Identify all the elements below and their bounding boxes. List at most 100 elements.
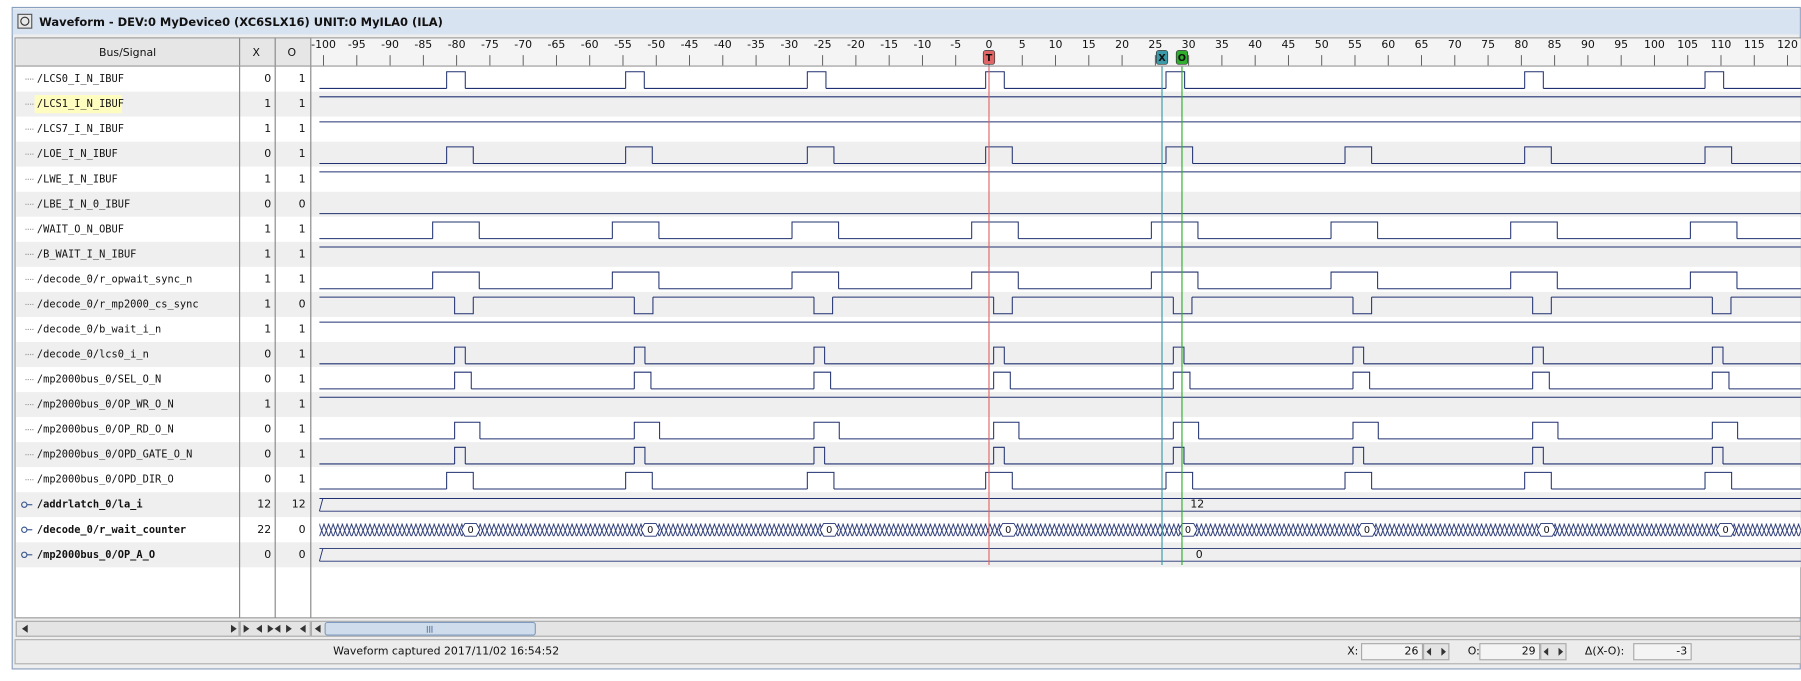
o-spinner-arrows[interactable]: [1543, 647, 1564, 656]
x-spinner[interactable]: [1423, 643, 1450, 661]
pulse: [971, 271, 1019, 289]
o-field[interactable]: [1479, 643, 1541, 661]
row-background: [16, 492, 1801, 518]
pulse: [446, 471, 474, 489]
o-value: 1: [299, 122, 306, 135]
pulse: [813, 446, 826, 464]
column-header: [16, 38, 311, 67]
x-value: 1: [264, 322, 271, 335]
scroll-left[interactable]: [21, 624, 28, 633]
cursor-marker[interactable]: [1175, 50, 1189, 65]
delta-label: Δ(X-O):: [1585, 645, 1624, 658]
bus-segment: [460, 523, 481, 537]
time-tick-label: 60: [1381, 38, 1395, 51]
pulse: [813, 371, 832, 389]
pulse: [993, 446, 1005, 464]
time-tick-label: 45: [1282, 38, 1296, 51]
time-tick-label: 80: [1514, 38, 1528, 51]
pulse: [1532, 346, 1544, 364]
scroll-right[interactable]: [230, 624, 237, 633]
time-tick-label: 5: [1019, 38, 1026, 51]
o-value: 0: [299, 197, 306, 210]
pulse: [1524, 471, 1552, 489]
x-value: 1: [264, 122, 271, 135]
bus-value-bg: [1188, 499, 1207, 511]
cursor-label: X: [1158, 53, 1166, 64]
x-field[interactable]: [1361, 643, 1424, 661]
pulse: [454, 421, 481, 439]
header-o: O: [288, 46, 297, 59]
window-icon-glyph: [20, 16, 30, 26]
bus-value: 0: [647, 525, 653, 536]
pulse: [1172, 297, 1193, 315]
bus-value: 0: [1005, 525, 1011, 536]
cursor-marker[interactable]: [1155, 50, 1169, 65]
time-tick-label: -85: [414, 38, 432, 51]
time-tick-label: 0: [986, 38, 993, 51]
time-tick-label: -50: [647, 38, 665, 51]
pulse: [432, 271, 480, 289]
pulse: [1344, 471, 1373, 489]
bus-segment: [640, 523, 660, 537]
signal-name: /LOE_I_N_IBUF: [37, 148, 118, 160]
o-value: 1: [299, 222, 306, 235]
x-spinner-arrows[interactable]: [1426, 647, 1446, 656]
pulse: [1704, 71, 1725, 89]
wave-scroll-left[interactable]: [314, 624, 321, 633]
time-tick-label: 55: [1348, 38, 1362, 51]
pulse: [1172, 446, 1185, 464]
pulse: [625, 146, 653, 164]
signal-name: /mp2000bus_0/OP_RD_O_N: [37, 424, 174, 436]
pulse: [633, 297, 654, 315]
time-tick-label: -20: [847, 38, 865, 51]
x-value: 1: [264, 297, 271, 310]
row-background: [16, 442, 1801, 468]
signal-name: /LCS7_I_N_IBUF: [37, 123, 124, 135]
signal-name: /mp2000bus_0/OPD_GATE_O_N: [37, 449, 192, 461]
pulse: [985, 146, 1013, 164]
row-background: [16, 141, 1801, 167]
pulse: [993, 346, 1005, 364]
pulse: [633, 446, 646, 464]
o-spinner[interactable]: [1540, 643, 1567, 661]
time-tick-label: -45: [681, 38, 699, 51]
row-background: [16, 467, 1801, 493]
pulse: [993, 421, 1020, 439]
pulse: [1330, 271, 1379, 289]
time-tick-label: -55: [614, 38, 632, 51]
pulse: [1510, 271, 1558, 289]
pulse: [1330, 221, 1379, 239]
time-tick-label: 105: [1677, 38, 1698, 51]
o-value: 1: [299, 147, 306, 160]
pulse: [1711, 297, 1732, 315]
time-tick-label: -70: [514, 38, 532, 51]
signal-name: /decode_0/r_wait_counter: [37, 524, 186, 536]
bus-transitions: [319, 523, 1801, 537]
pulse: [1172, 346, 1185, 364]
signal-name: /LBE_I_N_0_IBUF: [37, 198, 130, 210]
time-tick-label: 25: [1148, 38, 1162, 51]
time-tick-label: -100: [311, 38, 336, 51]
pulse: [454, 297, 474, 315]
pulse: [625, 471, 653, 489]
pulse: [1711, 346, 1724, 364]
o-value: 1: [299, 373, 306, 386]
signal-scrollbar[interactable]: [15, 620, 240, 637]
row-background: [16, 266, 1801, 292]
pulse: [454, 446, 466, 464]
time-tick-label: -35: [747, 38, 765, 51]
x-value: 0: [264, 548, 271, 561]
signal-name: /B_WAIT_I_N_IBUF: [37, 248, 137, 260]
bus-value: 0: [1723, 525, 1729, 536]
pulse: [1352, 421, 1379, 439]
row-background: [16, 341, 1801, 368]
pulse: [993, 297, 1013, 315]
pulse: [1524, 71, 1544, 89]
capture-time: Waveform captured 2017/11/02 16:54:52: [333, 645, 559, 658]
column-scroll-arrows[interactable]: [243, 624, 306, 633]
x-value: 1: [264, 97, 271, 110]
time-tick-label: 100: [1644, 38, 1665, 51]
pulse: [1532, 421, 1559, 439]
cursor-marker[interactable]: [982, 50, 996, 65]
